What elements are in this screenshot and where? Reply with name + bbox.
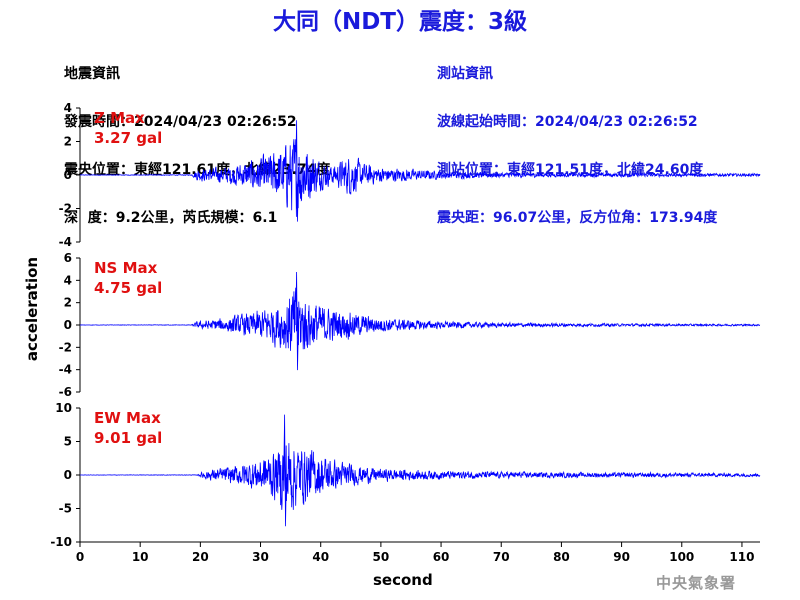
x-tick-label: 0 [76,550,84,564]
agency-watermark: 中央氣象署 [656,574,737,592]
y-tick-label-ew: 10 [55,401,72,415]
station-info-heading: 測站資訊 [437,66,493,82]
y-tick-label-ew: -5 [59,502,72,516]
earthquake-time: 發震時間：2024/04/23 02:26:52 [64,114,297,130]
x-tick-label: 20 [192,550,209,564]
x-tick-label: 70 [493,550,510,564]
y-axis-label: acceleration [23,256,41,362]
y-tick-label-ns: -4 [59,363,72,377]
ew-max-label: EW Max 9.01 gal [94,409,163,447]
x-tick-label: 30 [252,550,269,564]
waveform-ew [79,414,761,527]
x-tick-label: 10 [132,550,149,564]
z-max-label: Z Max 3.27 gal [94,109,163,147]
earthquake-info-heading: 地震資訊 [64,66,120,82]
y-tick-label-ns: 4 [64,273,72,287]
x-tick-label: 60 [433,550,450,564]
x-axis-label: second [373,571,433,589]
y-tick-label-ns: -6 [59,385,72,399]
station-info-block: 測站資訊 波線起始時間：2024/04/23 02:26:52 測站位置：東經1… [437,34,717,242]
y-tick-label-ns: 0 [64,318,72,332]
y-tick-label-ns: 2 [64,296,72,310]
x-tick-label: 100 [669,550,694,564]
x-tick-label: 90 [613,550,630,564]
station-wave-start: 波線起始時間：2024/04/23 02:26:52 [437,114,698,130]
y-tick-label-z: -4 [59,235,72,249]
waveform-ns [79,271,761,371]
chart-title: 大同（NDT）震度：3級 [272,9,528,35]
y-tick-label-ew: -10 [50,535,72,549]
ns-max-label: NS Max 4.75 gal [94,259,163,297]
y-tick-label-ew: 0 [64,468,72,482]
station-distance: 震央距：96.07公里，反方位角：173.94度 [437,210,718,226]
x-tick-label: 80 [553,550,570,564]
y-tick-label-ew: 5 [64,435,72,449]
x-tick-label: 40 [312,550,329,564]
earthquake-depth-magnitude: 深 度：9.2公里，芮氏規模：6.1 [64,210,278,226]
y-tick-label-z: 4 [64,101,72,115]
y-tick-label-z: 0 [64,168,72,182]
y-tick-label-ns: 6 [64,251,72,265]
x-tick-label: 50 [373,550,390,564]
waveform-z [79,120,761,222]
y-tick-label-z: -2 [59,202,72,216]
x-tick-label: 110 [729,550,754,564]
y-tick-label-z: 2 [64,135,72,149]
y-tick-label-ns: -2 [59,340,72,354]
